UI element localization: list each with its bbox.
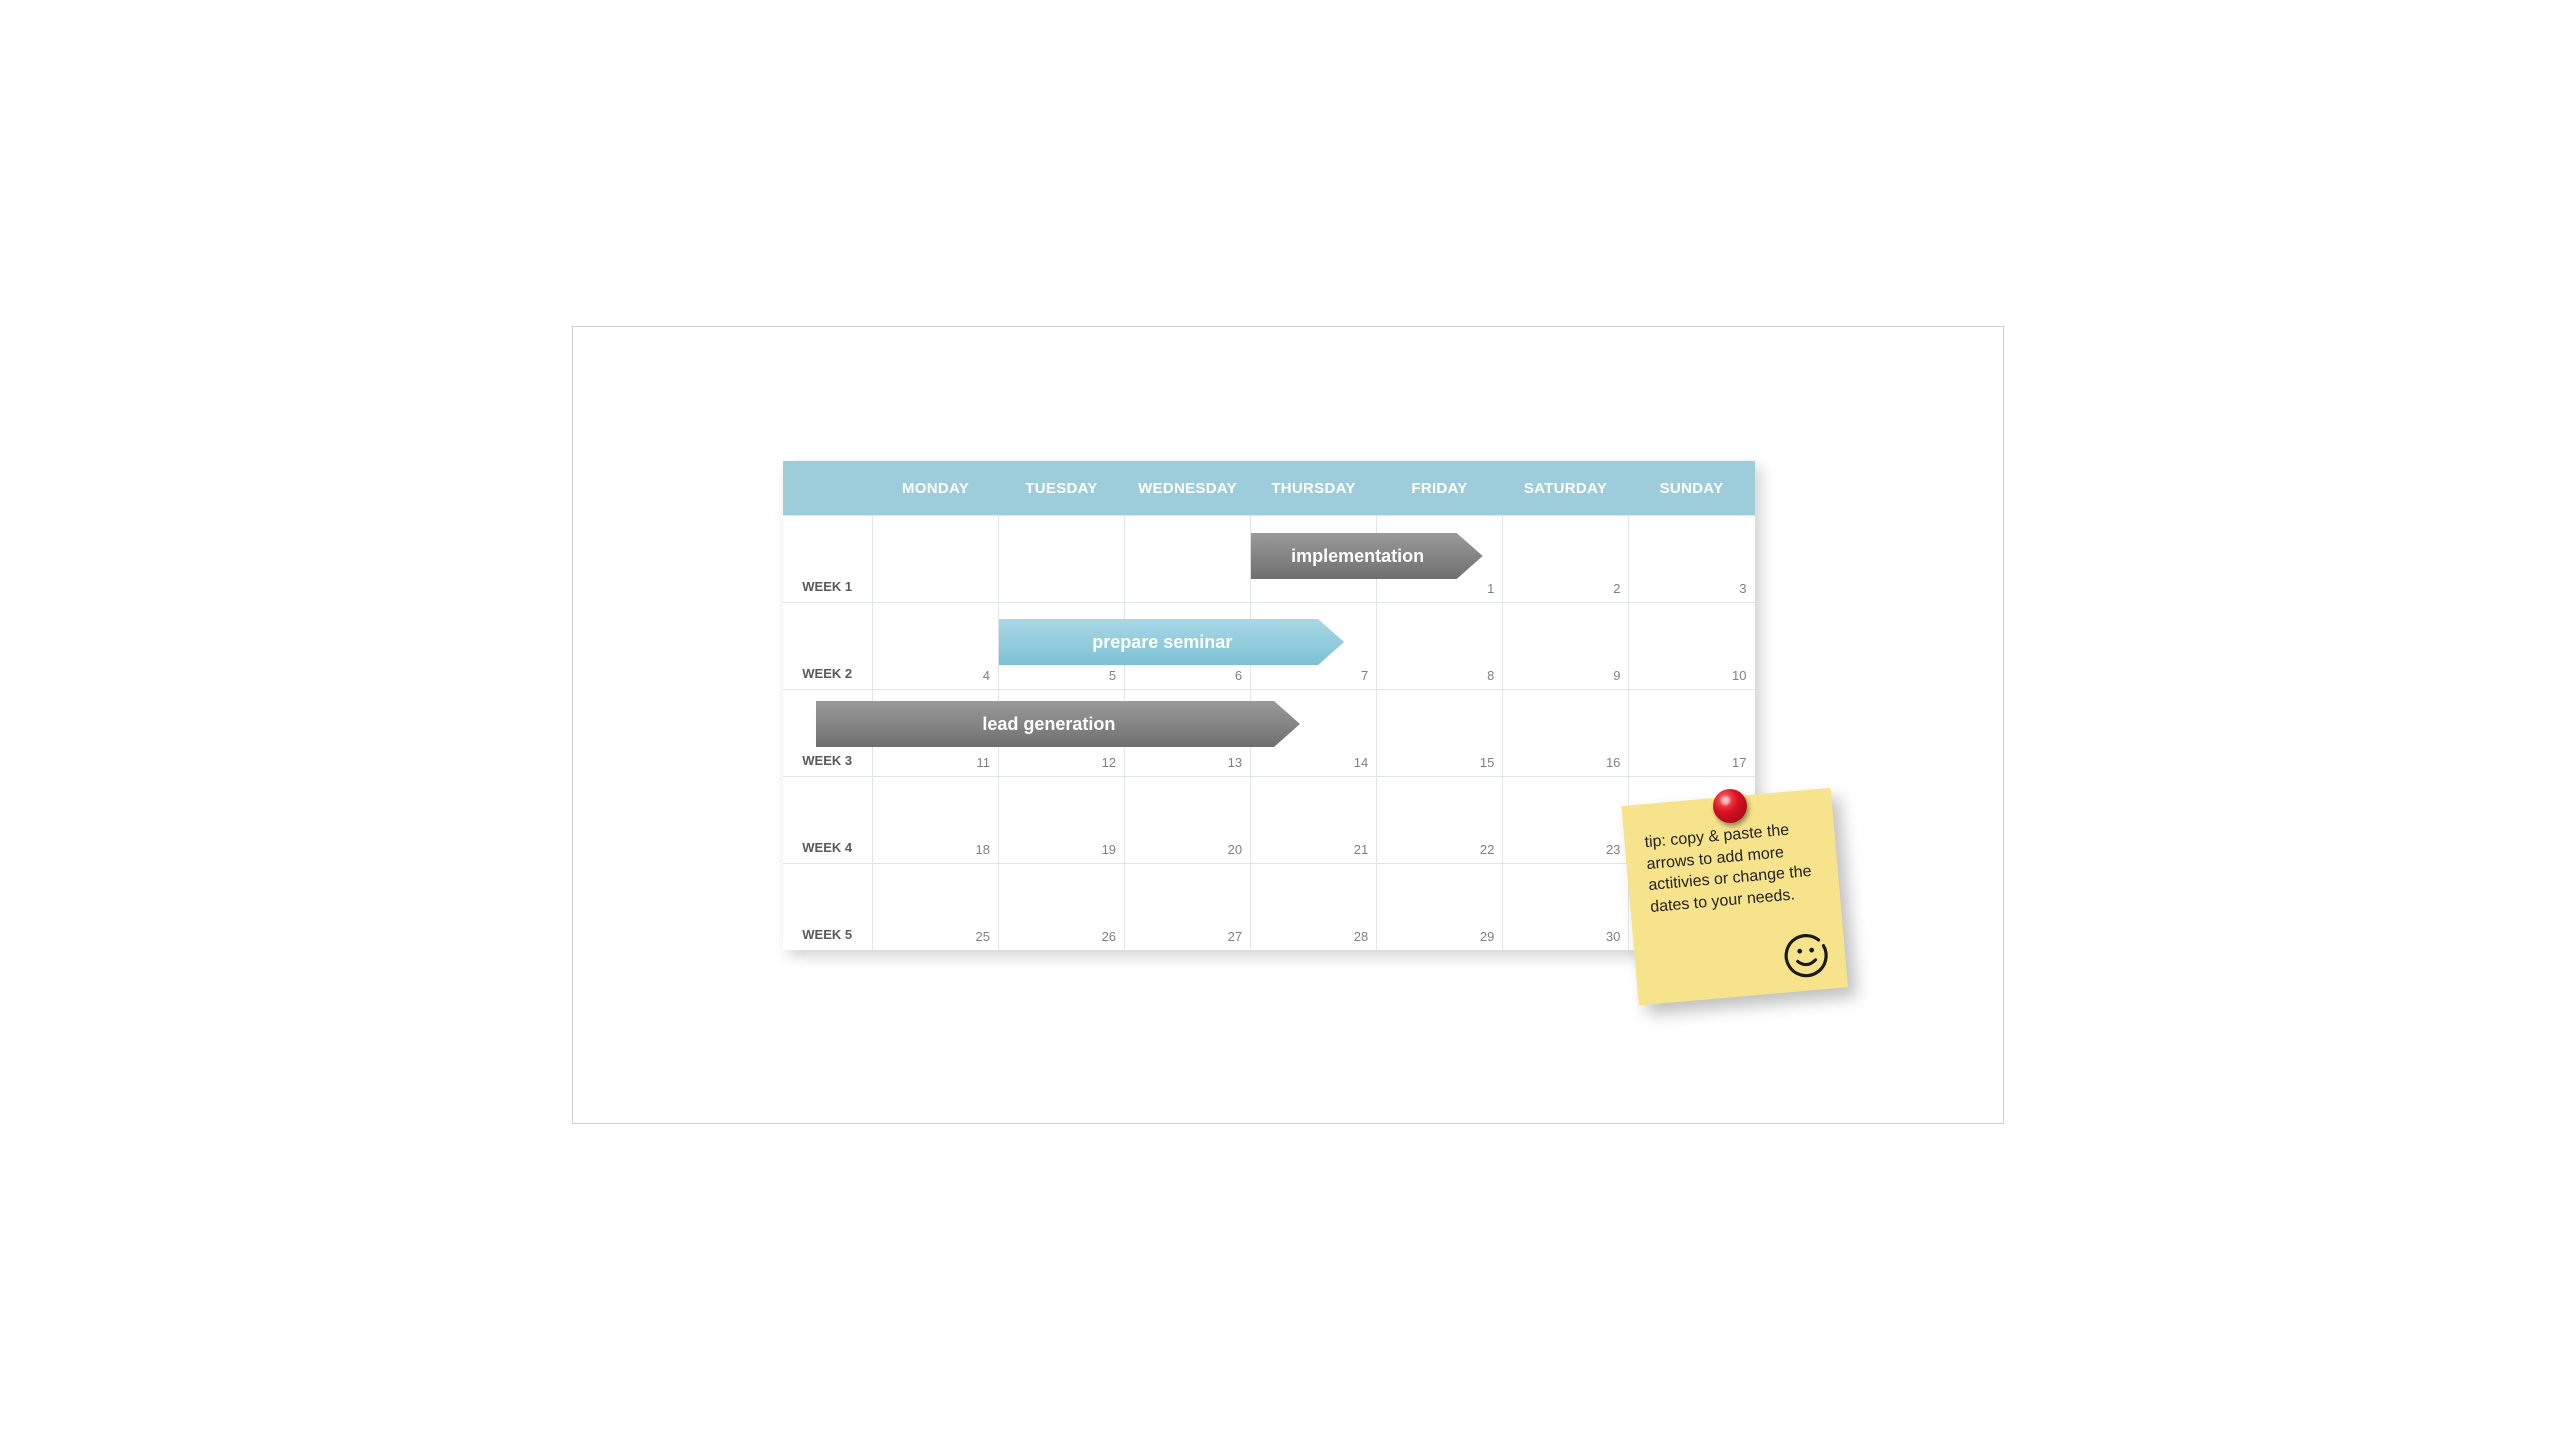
calendar-cell: 21 xyxy=(1250,777,1376,863)
calendar: MONDAYTUESDAYWEDNESDAYTHURSDAYFRIDAYSATU… xyxy=(783,461,1755,950)
calendar-cell: 1 xyxy=(1376,516,1502,602)
calendar-header-day: MONDAY xyxy=(873,461,999,515)
day-number: 27 xyxy=(1228,929,1242,944)
calendar-cell: 7 xyxy=(1250,603,1376,689)
calendar-cell: 11 xyxy=(872,690,998,776)
smiley-icon xyxy=(1779,929,1833,983)
calendar-cell: 23 xyxy=(1502,777,1628,863)
day-number: 6 xyxy=(1235,668,1242,683)
day-number: 26 xyxy=(1102,929,1116,944)
day-number: 9 xyxy=(1613,668,1620,683)
calendar-cell xyxy=(998,516,1124,602)
day-number: 16 xyxy=(1606,755,1620,770)
pushpin-icon xyxy=(1713,789,1747,823)
day-number: 5 xyxy=(1109,668,1116,683)
calendar-header-day: WEDNESDAY xyxy=(1125,461,1251,515)
calendar-header-day: SATURDAY xyxy=(1503,461,1629,515)
calendar-cell: 27 xyxy=(1124,864,1250,950)
calendar-cell: 5 xyxy=(998,603,1124,689)
calendar-body: WEEK 1123WEEK 245678910WEEK 311121314151… xyxy=(783,515,1755,950)
calendar-cell: 19 xyxy=(998,777,1124,863)
day-number: 25 xyxy=(975,929,989,944)
calendar-row: WEEK 418192021222324 xyxy=(783,776,1755,863)
week-label: WEEK 2 xyxy=(783,603,872,689)
calendar-row: WEEK 2 4 5 6 7 8 9 10 xyxy=(783,602,1755,689)
calendar-cell: 16 xyxy=(1502,690,1628,776)
calendar-cell: 3 xyxy=(1628,516,1754,602)
calendar-cell: 28 xyxy=(1250,864,1376,950)
calendar-cell: 13 xyxy=(1124,690,1250,776)
day-number: 21 xyxy=(1354,842,1368,857)
day-number: 7 xyxy=(1361,668,1368,683)
calendar-header-day: THURSDAY xyxy=(1251,461,1377,515)
calendar-cell: 22 xyxy=(1376,777,1502,863)
calendar-cell: 30 xyxy=(1502,864,1628,950)
calendar-cell xyxy=(1124,516,1250,602)
calendar-cell: 17 xyxy=(1628,690,1754,776)
calendar-cell: 18 xyxy=(872,777,998,863)
calendar-cell: 9 xyxy=(1502,603,1628,689)
calendar-cell: 8 xyxy=(1376,603,1502,689)
calendar-cell: 26 xyxy=(998,864,1124,950)
calendar-header-day: SUNDAY xyxy=(1629,461,1755,515)
day-number: 1 xyxy=(1487,581,1494,596)
calendar-cell: 20 xyxy=(1124,777,1250,863)
calendar-cell: 14 xyxy=(1250,690,1376,776)
calendar-cell: 12 xyxy=(998,690,1124,776)
calendar-cell: 29 xyxy=(1376,864,1502,950)
day-number: 4 xyxy=(983,668,990,683)
calendar-cell: 25 xyxy=(872,864,998,950)
calendar-row: WEEK 5 25 26 27 28 29 30 xyxy=(783,863,1755,950)
calendar-cell xyxy=(872,516,998,602)
calendar-cell: 2 xyxy=(1502,516,1628,602)
day-number: 18 xyxy=(975,842,989,857)
week-label: WEEK 4 xyxy=(783,777,872,863)
day-number: 19 xyxy=(1102,842,1116,857)
calendar-row: WEEK 3 11 12 13 14 15 16 17 xyxy=(783,689,1755,776)
day-number: 2 xyxy=(1613,581,1620,596)
day-number: 11 xyxy=(976,755,990,770)
calendar-row: WEEK 1 1 2 3 xyxy=(783,515,1755,602)
day-number: 29 xyxy=(1480,929,1494,944)
calendar-header-blank xyxy=(783,461,873,515)
day-number: 28 xyxy=(1354,929,1368,944)
day-number: 15 xyxy=(1480,755,1494,770)
day-number: 10 xyxy=(1732,668,1746,683)
calendar-header-day: FRIDAY xyxy=(1377,461,1503,515)
week-label: WEEK 1 xyxy=(783,516,872,602)
calendar-cell: 4 xyxy=(872,603,998,689)
calendar-cell xyxy=(1250,516,1376,602)
calendar-header-day: TUESDAY xyxy=(999,461,1125,515)
day-number: 3 xyxy=(1739,581,1746,596)
sticky-note-text: tip: copy & paste the arrows to add more… xyxy=(1643,822,1811,916)
day-number: 8 xyxy=(1487,668,1494,683)
day-number: 13 xyxy=(1228,755,1242,770)
day-number: 17 xyxy=(1732,755,1746,770)
week-label: WEEK 3 xyxy=(783,690,872,776)
slide-canvas: MONDAYTUESDAYWEDNESDAYTHURSDAYFRIDAYSATU… xyxy=(572,326,2004,1124)
calendar-cell: 15 xyxy=(1376,690,1502,776)
day-number: 22 xyxy=(1480,842,1494,857)
day-number: 20 xyxy=(1228,842,1242,857)
calendar-header-row: MONDAYTUESDAYWEDNESDAYTHURSDAYFRIDAYSATU… xyxy=(783,461,1755,515)
day-number: 30 xyxy=(1606,929,1620,944)
day-number: 23 xyxy=(1606,842,1620,857)
day-number: 12 xyxy=(1102,755,1116,770)
calendar-cell: 6 xyxy=(1124,603,1250,689)
calendar-cell: 10 xyxy=(1628,603,1754,689)
day-number: 14 xyxy=(1354,755,1368,770)
week-label: WEEK 5 xyxy=(783,864,872,950)
